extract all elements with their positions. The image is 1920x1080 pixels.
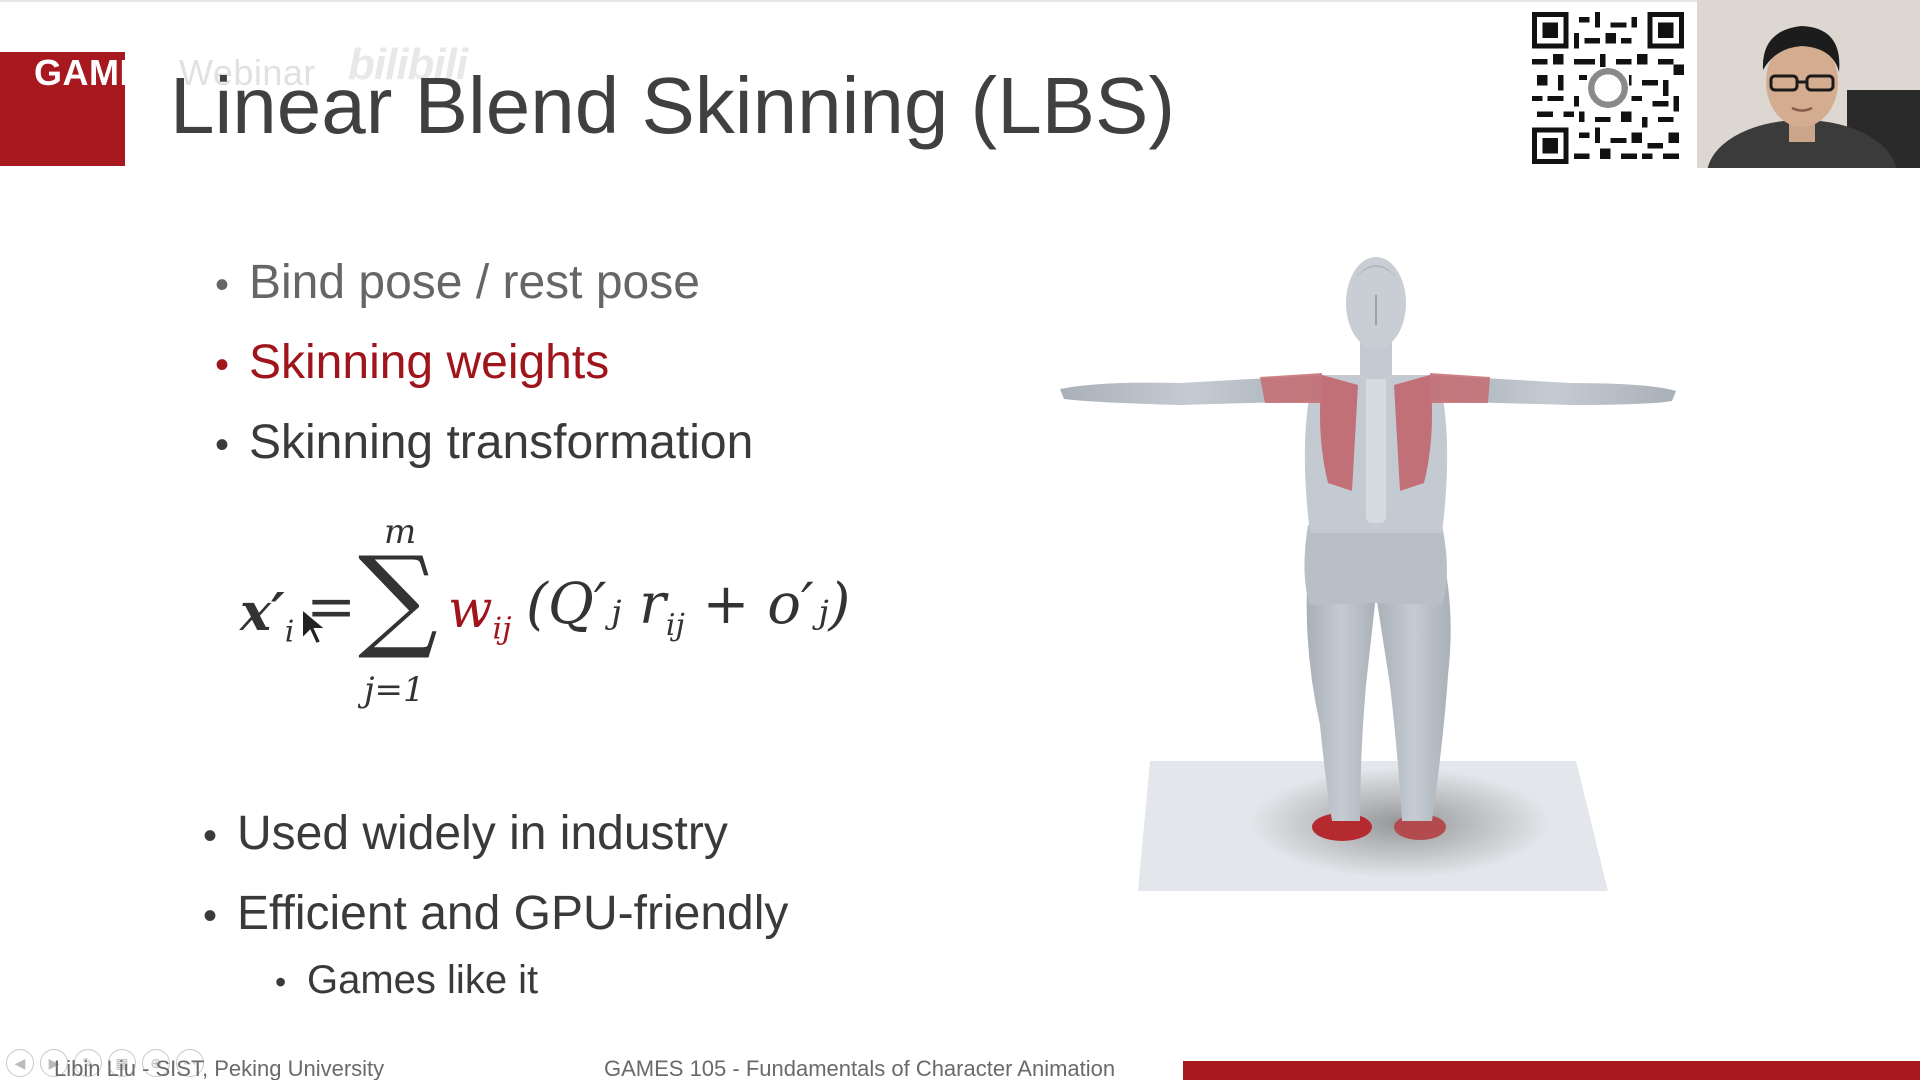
bullet-games-like-it: • Games like it (275, 958, 539, 1002)
sum-lower-limit: j=1 (364, 670, 425, 710)
back-icon[interactable]: ◀ (6, 1049, 34, 1077)
watermark-org-rest: Webinar (168, 52, 316, 93)
bullet-bind-pose: • Bind pose / rest pose (215, 256, 700, 309)
bullet-text: Games like it (307, 958, 539, 1002)
bullet-text: Skinning transformation (249, 416, 754, 469)
bullet-efficient: • Efficient and GPU-friendly (203, 887, 789, 940)
bilibili-watermark: bilibili (348, 40, 468, 89)
webcam-video (1697, 0, 1920, 168)
mouse-cursor-icon (301, 607, 329, 646)
footer-author: Libin Liu - SIST, Peking University (54, 1056, 385, 1080)
skinning-character-figure (1060, 257, 1676, 891)
formula-transform: (Q′ⱼ rij + o′ⱼ) (526, 572, 851, 644)
grid-icon[interactable]: ▦ (108, 1049, 136, 1077)
sum-symbol: ∑ (358, 533, 438, 663)
footer-course: GAMES 105 - Fundamentals of Character An… (604, 1056, 1116, 1080)
top-border (0, 0, 1920, 2)
slide-title: Linear Blend Skinning (LBS) (170, 61, 1176, 150)
title-accent-block (0, 52, 125, 166)
forward-icon[interactable]: ▶ (40, 1049, 68, 1077)
bullet-used-widely: • Used widely in industry (203, 807, 728, 860)
zoom-icon[interactable]: ⊕ (142, 1049, 170, 1077)
games-webinar-watermark: GAMES Webinar (34, 52, 316, 94)
more-icon[interactable]: ⋯ (176, 1049, 204, 1077)
lbs-formula: x′i = m ∑ j=1 wij (Q′ⱼ rij + o′ⱼ) (236, 512, 850, 720)
formula-weight: wij (448, 580, 512, 647)
bullet-text: Skinning weights (249, 336, 610, 389)
bullet-text: Used widely in industry (237, 807, 728, 860)
pen-icon[interactable]: ✎ (74, 1049, 102, 1077)
footer-accent-bar (1183, 1061, 1920, 1080)
bullet-skinning-weights: • Skinning weights (215, 336, 610, 389)
formula-lhs: x′i (240, 582, 295, 650)
bullet-text: Efficient and GPU-friendly (237, 887, 789, 940)
bullet-text: Bind pose / rest pose (249, 256, 700, 309)
watermark-org: GAMES (34, 52, 169, 93)
qr-code (1532, 12, 1684, 164)
slideshow-controls: ◀ ▶ ✎ ▦ ⊕ ⋯ (6, 1049, 204, 1077)
bullet-skinning-transformation: • Skinning transformation (215, 416, 754, 469)
sum-upper-limit: m (384, 512, 417, 552)
